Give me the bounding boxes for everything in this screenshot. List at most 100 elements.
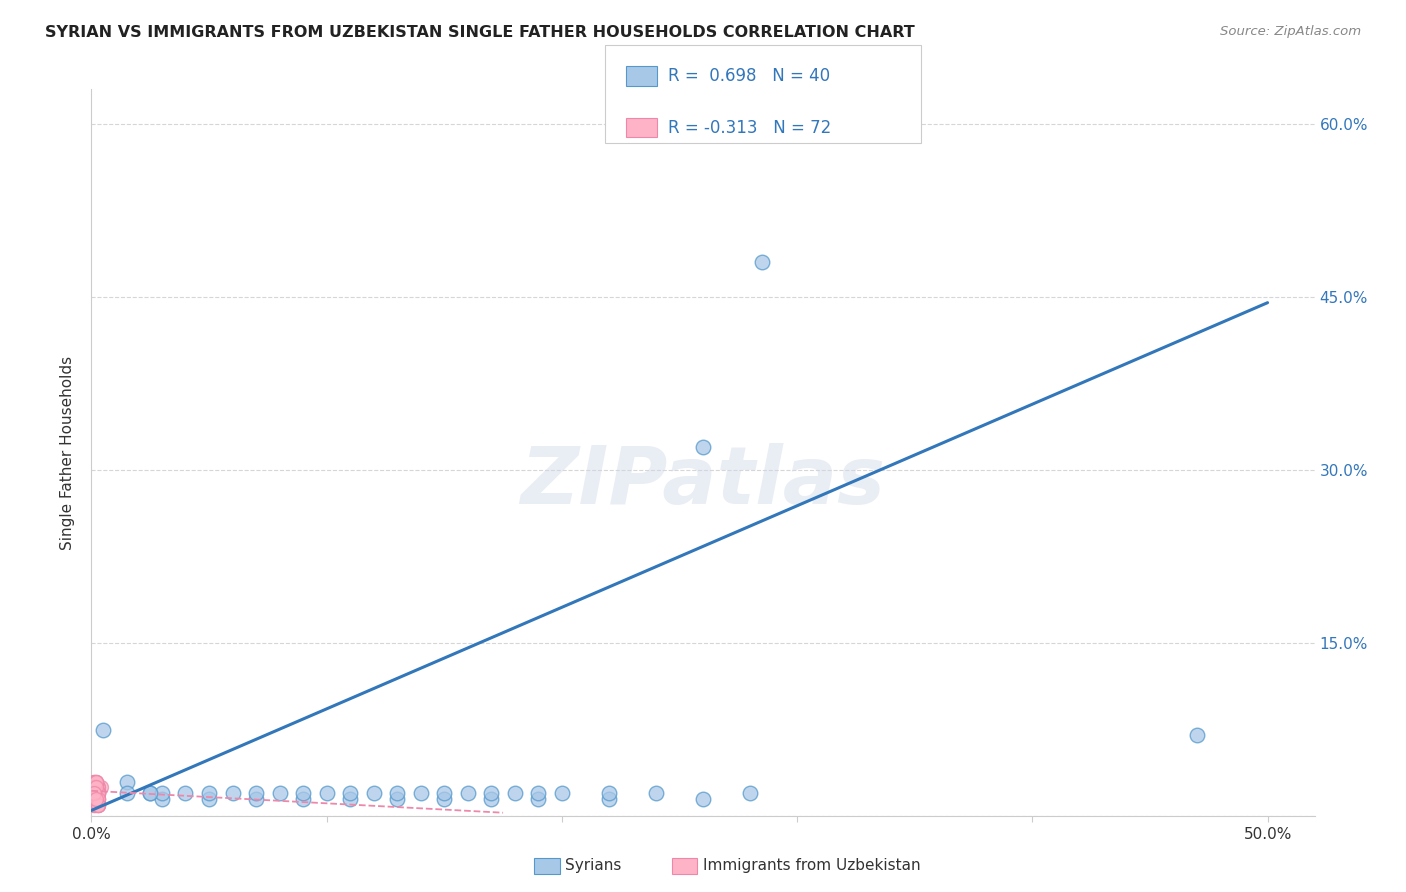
- Point: [84, 780, 107, 795]
- Point: [479, 786, 502, 800]
- Point: [84, 786, 107, 800]
- Point: [503, 786, 526, 800]
- Y-axis label: Single Father Households: Single Father Households: [60, 356, 76, 549]
- Point: [84, 786, 107, 800]
- Point: [83, 792, 105, 806]
- Point: [83, 780, 105, 795]
- Point: [527, 792, 550, 806]
- Point: [433, 786, 456, 800]
- Point: [83, 792, 105, 806]
- Point: [83, 780, 105, 795]
- Point: [83, 774, 105, 789]
- Point: [83, 780, 105, 795]
- Point: [84, 774, 107, 789]
- Point: [385, 786, 409, 800]
- Point: [479, 792, 502, 806]
- Point: [551, 786, 574, 800]
- Point: [84, 774, 107, 789]
- Point: [84, 792, 107, 806]
- Text: Syrians: Syrians: [565, 858, 621, 872]
- Point: [87, 797, 110, 812]
- Point: [84, 780, 107, 795]
- Point: [87, 792, 110, 806]
- Point: [83, 786, 105, 800]
- Point: [115, 786, 138, 800]
- Point: [139, 786, 162, 800]
- Point: [457, 786, 479, 800]
- Point: [84, 786, 107, 800]
- Point: [245, 792, 267, 806]
- Point: [87, 792, 110, 806]
- Point: [83, 786, 105, 800]
- Text: SYRIAN VS IMMIGRANTS FROM UZBEKISTAN SINGLE FATHER HOUSEHOLDS CORRELATION CHART: SYRIAN VS IMMIGRANTS FROM UZBEKISTAN SIN…: [45, 25, 915, 40]
- Point: [84, 786, 107, 800]
- Point: [84, 774, 107, 789]
- Point: [598, 786, 620, 800]
- Point: [598, 792, 620, 806]
- Point: [292, 792, 315, 806]
- Point: [292, 786, 315, 800]
- Point: [84, 786, 107, 800]
- Point: [83, 774, 105, 789]
- Point: [87, 786, 110, 800]
- Point: [339, 786, 361, 800]
- Point: [198, 786, 221, 800]
- Point: [83, 792, 105, 806]
- Point: [83, 792, 105, 806]
- Point: [87, 786, 110, 800]
- Point: [83, 786, 105, 800]
- Point: [150, 786, 173, 800]
- Point: [83, 786, 105, 800]
- Point: [84, 792, 107, 806]
- Point: [84, 792, 107, 806]
- Point: [87, 780, 110, 795]
- Point: [83, 786, 105, 800]
- Point: [84, 780, 107, 795]
- Point: [87, 780, 110, 795]
- Point: [87, 792, 110, 806]
- Point: [84, 792, 107, 806]
- Point: [84, 774, 107, 789]
- Point: [139, 786, 162, 800]
- Point: [692, 440, 714, 454]
- Point: [83, 797, 105, 812]
- Point: [1185, 728, 1208, 742]
- Point: [83, 786, 105, 800]
- Point: [83, 786, 105, 800]
- Point: [315, 786, 337, 800]
- Text: Immigrants from Uzbekistan: Immigrants from Uzbekistan: [703, 858, 921, 872]
- Point: [385, 792, 409, 806]
- Point: [87, 797, 110, 812]
- Point: [363, 786, 385, 800]
- Point: [87, 792, 110, 806]
- Point: [84, 780, 107, 795]
- Point: [645, 786, 668, 800]
- Point: [83, 786, 105, 800]
- Point: [83, 780, 105, 795]
- Point: [87, 797, 110, 812]
- Point: [83, 786, 105, 800]
- Point: [150, 792, 173, 806]
- Point: [87, 786, 110, 800]
- Point: [87, 786, 110, 800]
- Point: [91, 723, 114, 737]
- Point: [83, 786, 105, 800]
- Point: [409, 786, 432, 800]
- Point: [83, 774, 105, 789]
- Text: Source: ZipAtlas.com: Source: ZipAtlas.com: [1220, 25, 1361, 38]
- Point: [87, 786, 110, 800]
- Point: [84, 792, 107, 806]
- Point: [87, 792, 110, 806]
- Point: [527, 786, 550, 800]
- Point: [84, 797, 107, 812]
- Text: R = -0.313   N = 72: R = -0.313 N = 72: [668, 119, 831, 136]
- Point: [87, 786, 110, 800]
- Point: [115, 774, 138, 789]
- Point: [84, 792, 107, 806]
- Point: [174, 786, 197, 800]
- Point: [87, 797, 110, 812]
- Point: [87, 786, 110, 800]
- Point: [198, 792, 221, 806]
- Point: [87, 786, 110, 800]
- Text: ZIPatlas: ZIPatlas: [520, 442, 886, 521]
